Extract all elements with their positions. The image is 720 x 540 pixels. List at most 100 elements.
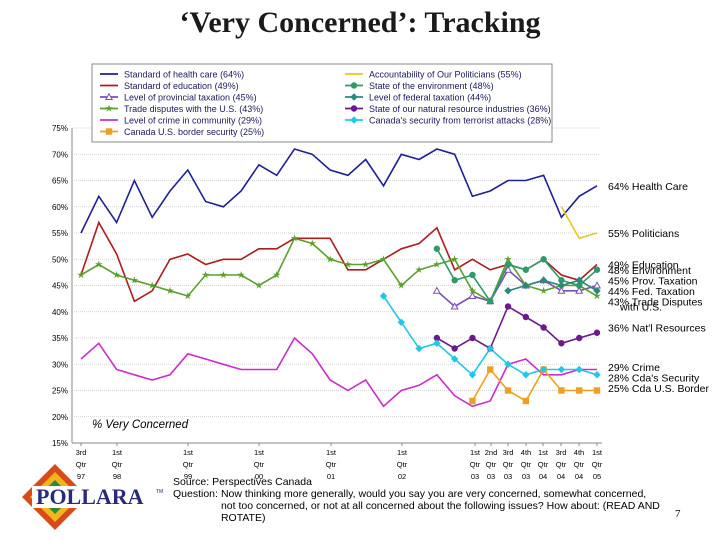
page-number: 7 <box>675 508 681 520</box>
legend-item: Level of provincial taxation (45%) <box>100 93 257 103</box>
point-marker <box>522 281 530 290</box>
point-marker <box>539 276 548 284</box>
logo-icon: POLLARA TM <box>22 464 163 530</box>
source-line: Source: Perspectives Canada <box>173 476 312 488</box>
x-tick-label: 03 <box>522 472 530 481</box>
point-marker <box>432 286 441 294</box>
point-marker <box>112 271 121 279</box>
right-label: 45% Prov. Taxation <box>608 275 698 287</box>
point-marker <box>522 313 530 321</box>
point-marker <box>540 324 547 331</box>
point-marker <box>469 397 476 405</box>
point-marker <box>308 239 317 247</box>
pollara-logo: POLLARA TM <box>20 462 170 532</box>
x-tick-label: 2nd <box>485 448 498 457</box>
point-marker <box>350 105 358 112</box>
y-tick-label: 65% <box>52 177 68 186</box>
x-tick-label: 3rd <box>503 448 514 457</box>
y-tick-label: 20% <box>52 413 68 422</box>
right-label: with U.S. <box>619 302 662 314</box>
point-marker <box>104 92 114 101</box>
point-marker <box>237 271 245 279</box>
point-marker <box>350 82 358 89</box>
point-marker <box>468 291 477 300</box>
point-marker <box>593 371 601 379</box>
series-line <box>80 148 598 234</box>
point-marker <box>540 256 547 263</box>
point-marker <box>575 276 583 284</box>
point-marker <box>105 104 113 112</box>
point-marker <box>504 287 512 295</box>
point-marker <box>468 286 477 294</box>
legend-label: Canada U.S. border security (25%) <box>124 127 264 137</box>
point-marker <box>487 298 494 305</box>
right-label: 64% Health Care <box>608 181 688 193</box>
point-marker <box>326 255 334 263</box>
point-marker <box>469 271 476 279</box>
right-label: 29% Crime <box>608 362 660 374</box>
x-tick-label: Qtr <box>76 460 87 469</box>
point-marker <box>450 355 459 363</box>
point-marker <box>344 260 352 268</box>
question-label: Question: <box>173 488 218 500</box>
legend-item: State of our natural resource industries… <box>345 104 551 114</box>
series-line <box>80 336 597 408</box>
legend-label: Standard of health care (64%) <box>124 70 244 80</box>
y-tick-label: 35% <box>52 334 68 343</box>
x-tick-label: Qtr <box>503 460 514 469</box>
point-marker <box>539 365 548 374</box>
point-marker <box>593 287 601 295</box>
x-tick-label: 98 <box>113 472 121 481</box>
x-tick-label: Qtr <box>326 460 337 469</box>
chart-title: ‘Very Concerned’: Tracking <box>179 6 541 39</box>
y-axis-ticks: 15% 20% 25% 30% 35% 40% 45% 50% 55% 60% 65% 70% 75% <box>52 124 68 448</box>
y-tick-label: 15% <box>52 439 68 448</box>
x-tick-label: 1st <box>254 448 265 457</box>
point-marker <box>576 282 583 289</box>
x-tick-label: 1st <box>397 448 408 457</box>
legend-item: Standard of health care (64%) <box>100 70 244 80</box>
y-tick-label: 45% <box>52 282 68 291</box>
point-marker <box>415 344 423 353</box>
point-marker <box>593 266 601 273</box>
point-marker <box>397 281 406 289</box>
x-tick-label: Qtr <box>397 460 408 469</box>
legend-box <box>91 63 553 143</box>
point-marker <box>557 286 566 294</box>
x-tick-label: 1st <box>183 448 194 457</box>
point-marker <box>575 286 584 294</box>
point-marker <box>539 286 548 294</box>
series-line <box>507 279 598 292</box>
x-tick-label: Qtr <box>592 460 603 469</box>
point-marker <box>558 277 565 284</box>
right-label: 25% Cda U.S. Border <box>608 383 709 395</box>
point-marker <box>558 340 565 347</box>
x-tick-label: 1st <box>112 448 123 457</box>
right-labels: 64% Health Care 55% Politicians 49% Educat… <box>608 181 709 395</box>
y-tick-label: 40% <box>52 308 68 317</box>
x-tick-label: 3rd <box>556 448 567 457</box>
right-label: 49% Education <box>608 260 679 272</box>
point-marker <box>522 371 530 379</box>
point-marker <box>504 387 512 394</box>
point-marker <box>503 265 513 273</box>
y-tick-label: 75% <box>52 124 68 133</box>
series-line <box>436 268 598 308</box>
legend-item: Level of federal taxation (44%) <box>345 93 491 103</box>
legend-item: State of the environment (48%) <box>345 81 494 91</box>
x-tick-label: 4th <box>574 448 584 457</box>
question-block: Question: Now thinking more generally, w… <box>173 488 663 524</box>
point-marker <box>219 271 228 279</box>
right-label: 36% Nat'l Resources <box>608 323 706 335</box>
point-marker <box>504 261 512 268</box>
point-marker <box>557 281 566 290</box>
x-tick-label: Qtr <box>574 460 585 469</box>
point-marker <box>77 271 85 279</box>
series-line <box>436 305 598 350</box>
legend-label: Level of crime in community (29%) <box>124 116 262 126</box>
y-tick-label: 30% <box>52 360 68 369</box>
x-tick-label: Qtr <box>112 460 123 469</box>
legend-item: Canada's security from terrorist attacks… <box>345 116 551 126</box>
right-label: 43% Trade Disputes <box>608 296 703 308</box>
point-marker <box>469 334 476 342</box>
